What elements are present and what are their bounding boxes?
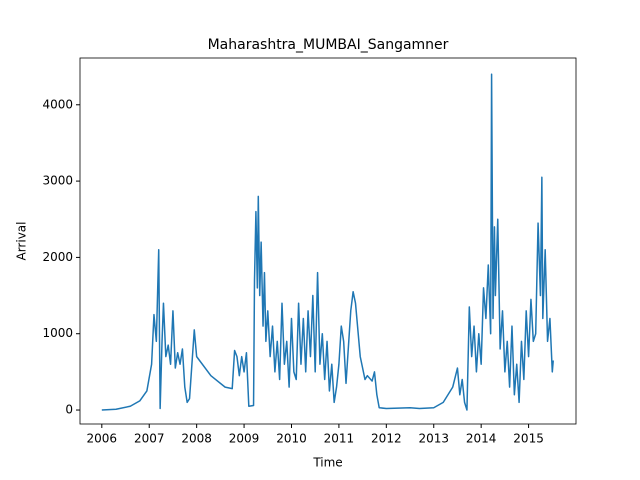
x-tick-label: 2015 xyxy=(513,432,544,446)
y-tick-label: 1000 xyxy=(42,326,73,340)
chart-title: Maharashtra_MUMBAI_Sangamner xyxy=(208,37,449,53)
x-tick-label: 2008 xyxy=(181,432,212,446)
x-tick-label: 2012 xyxy=(371,432,402,446)
x-tick-label: 2013 xyxy=(418,432,449,446)
x-axis-label: Time xyxy=(312,456,342,470)
y-tick-label: 3000 xyxy=(42,174,73,188)
y-axis-label: Arrival xyxy=(15,222,29,261)
x-tick-label: 2009 xyxy=(229,432,260,446)
x-tick-label: 2007 xyxy=(134,432,165,446)
y-tick-label: 4000 xyxy=(42,97,73,111)
data-line xyxy=(101,73,554,411)
y-tick-label: 2000 xyxy=(42,250,73,264)
plot-frame xyxy=(79,57,577,425)
x-tick-label: 2010 xyxy=(276,432,307,446)
x-tick-label: 2011 xyxy=(324,432,355,446)
x-tick-label: 2014 xyxy=(466,432,497,446)
y-tick-label: 0 xyxy=(65,403,73,417)
x-tick-label: 2006 xyxy=(87,432,118,446)
